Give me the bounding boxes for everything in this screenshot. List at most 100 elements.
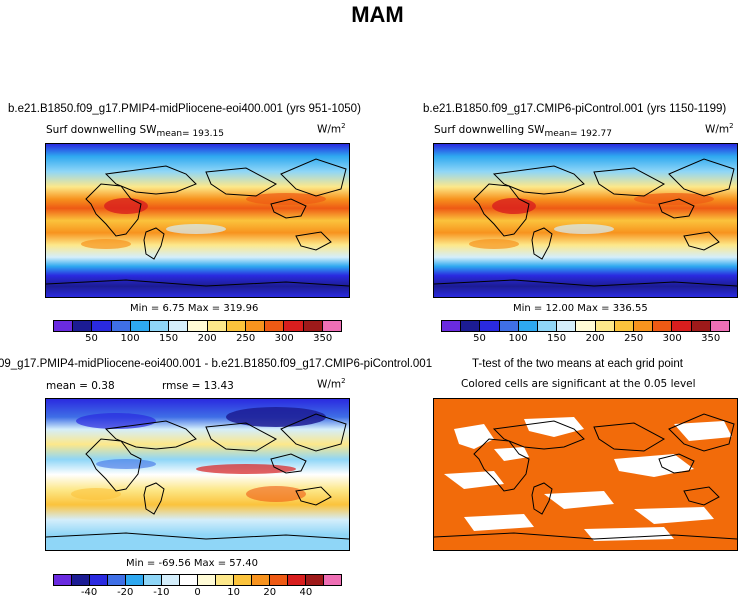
panel3-colorbar-swatch-2	[90, 575, 108, 585]
panel1-colorbar-tick-label: 50	[85, 333, 98, 344]
panel2-colorbar-tick-label: 50	[473, 333, 486, 344]
panel1-colorbar-swatch-5	[150, 321, 170, 331]
panel1-colorbar-swatch-9	[226, 321, 247, 331]
panel1-variable-label: Surf downwelling SW	[46, 124, 157, 136]
panel2-mean: mean= 192.77	[544, 129, 612, 139]
panel1-colorbar-tick-label: 100	[120, 333, 140, 344]
panel1-colorbar	[53, 320, 342, 332]
panel3-colorbar-swatch-0	[54, 575, 72, 585]
panel2-colorbar-swatch-2	[480, 321, 500, 331]
panel4-title: T-test of the two means at each grid poi…	[472, 358, 683, 370]
panel2-title: b.e21.B1850.f09_g17.CMIP6-piControl.001 …	[423, 103, 727, 115]
panel3-colorbar-tick-label: -20	[117, 587, 134, 598]
panel3-colorbar-swatch-6	[162, 575, 180, 585]
panel1-map	[45, 143, 350, 298]
panel3-mean: mean = 0.38	[46, 380, 115, 392]
panel3-colorbar-tick-label: -10	[153, 587, 170, 598]
panel1-colorbar-swatch-11	[265, 321, 285, 331]
panel2-colorbar-swatch-13	[691, 321, 711, 331]
panel3-colorbar-ticks: -40 -20 -10 0 10 20 40	[53, 587, 342, 599]
panel2-colorbar-tick-label: 200	[585, 333, 605, 344]
panel2-minmax: Min = 12.00 Max = 336.55	[513, 303, 648, 314]
panel2-colorbar-ticks: 50 100 150 200 250 300 350	[441, 333, 730, 345]
panel2-colorbar	[441, 320, 730, 332]
panel2-colorbar-swatch-7	[576, 321, 596, 331]
panel3-minmax: Min = -69.56 Max = 57.40	[126, 558, 258, 569]
panel2-variable-label: Surf downwelling SW	[434, 124, 545, 136]
panel2-colorbar-tick-label: 100	[508, 333, 528, 344]
panel4-map	[433, 398, 738, 551]
panel1-colorbar-swatch-1	[73, 321, 93, 331]
panel1-colorbar-swatch-0	[54, 321, 74, 331]
panel2-map-svg	[434, 144, 737, 297]
panel2-colorbar-swatch-9	[614, 321, 635, 331]
panel3-colorbar-tick-label: 40	[299, 587, 313, 598]
panel3-colorbar-swatch-5	[144, 575, 162, 585]
panel3-map	[45, 398, 350, 551]
panel3-colorbar-tick-label: -40	[80, 587, 98, 598]
panel2-colorbar-swatch-10	[634, 321, 654, 331]
panel2-colorbar-swatch-1	[461, 321, 481, 331]
panel3-colorbar-swatch-7	[180, 575, 198, 585]
panel1-colorbar-swatch-2	[92, 321, 112, 331]
panel2-colorbar-swatch-0	[442, 321, 462, 331]
panel3-colorbar-swatch-15	[324, 575, 341, 585]
panel1-colorbar-swatch-7	[188, 321, 208, 331]
panel2-colorbar-swatch-5	[538, 321, 558, 331]
panel3-colorbar-tick-label: 20	[263, 587, 277, 598]
panel4-map-svg	[434, 399, 737, 550]
panel2-colorbar-tick-label: 250	[624, 333, 644, 344]
panel2-colorbar-swatch-14	[710, 321, 730, 331]
panel1-variable: Surf downwelling SWmean= 193.15	[46, 124, 224, 139]
panel2-variable: Surf downwelling SWmean= 192.77	[434, 124, 612, 139]
panel2-colorbar-swatch-4	[518, 321, 539, 331]
panel3-colorbar-swatch-9	[216, 575, 234, 585]
panel1-colorbar-swatch-10	[246, 321, 266, 331]
panel3-colorbar-swatch-10	[234, 575, 252, 585]
panel1-colorbar-tick-label: 300	[274, 333, 294, 344]
panel3-map-svg	[46, 399, 349, 550]
panel2-colorbar-tick-label: 350	[701, 333, 721, 344]
panel1-units-base: W/m	[317, 123, 342, 136]
panel1-colorbar-tick-label: 250	[236, 333, 256, 344]
panel1-colorbar-swatch-14	[322, 321, 342, 331]
panel3-colorbar-swatch-11	[252, 575, 270, 585]
panel2-colorbar-swatch-8	[595, 321, 615, 331]
panel3-rmse: rmse = 13.43	[162, 380, 234, 392]
panel2-map	[433, 143, 738, 298]
panel3-colorbar-tick-label: 10	[227, 587, 240, 598]
panel3-colorbar-tick-label: 0	[194, 587, 201, 598]
panel1-title: b.e21.B1850.f09_g17.PMIP4-midPliocene-eo…	[8, 103, 361, 115]
panel1-colorbar-tick-label: 350	[313, 333, 333, 344]
panel1-units: W/m2	[317, 122, 346, 136]
panel1-map-svg	[46, 144, 349, 297]
panel3-colorbar	[53, 574, 342, 586]
panel3-colorbar-swatch-3	[108, 575, 126, 585]
panel2-colorbar-swatch-3	[499, 321, 519, 331]
panel1-units-exp: 2	[341, 122, 346, 130]
panel2-colorbar-tick-label: 300	[662, 333, 682, 344]
panel2-units-base: W/m	[705, 123, 730, 136]
panel2-colorbar-swatch-11	[653, 321, 673, 331]
panel3-units-base: W/m	[317, 378, 342, 391]
panel1-colorbar-swatch-12	[284, 321, 304, 331]
panel1-colorbar-swatch-13	[303, 321, 323, 331]
panel3-colorbar-swatch-1	[72, 575, 90, 585]
panel3-colorbar-swatch-14	[306, 575, 324, 585]
panel1-colorbar-ticks: 50 100 150 200 250 300 350	[53, 333, 342, 345]
panel2-colorbar-swatch-12	[672, 321, 692, 331]
panel1-colorbar-swatch-8	[207, 321, 227, 331]
figure-title: MAM	[351, 2, 404, 27]
panel1-mean: mean= 193.15	[156, 129, 224, 139]
panel3-colorbar-swatch-4	[126, 575, 144, 585]
panel1-colorbar-tick-label: 200	[197, 333, 217, 344]
panel2-units-exp: 2	[729, 122, 734, 130]
panel3-units-exp: 2	[341, 377, 346, 385]
panel1-colorbar-swatch-4	[130, 321, 151, 331]
panel3-colorbar-swatch-12	[270, 575, 288, 585]
panel1-colorbar-swatch-6	[169, 321, 189, 331]
panel1-minmax: Min = 6.75 Max = 319.96	[130, 303, 259, 314]
panel1-colorbar-swatch-3	[111, 321, 131, 331]
panel3-title: 09_g17.PMIP4-midPliocene-eoi400.001 - b.…	[0, 358, 433, 370]
panel1-colorbar-tick-label: 150	[159, 333, 179, 344]
